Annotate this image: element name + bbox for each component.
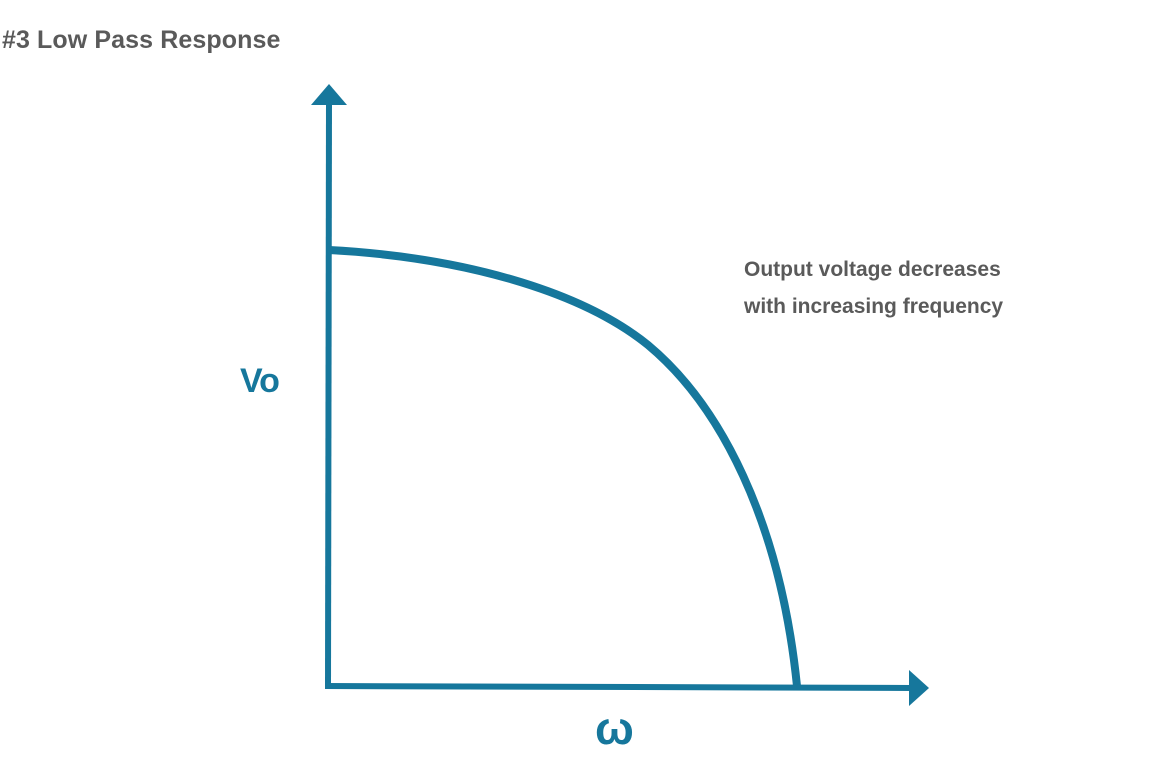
x-axis-label: ω: [595, 702, 634, 754]
annotation-line-2: with increasing frequency: [744, 295, 1004, 318]
x-axis-line: [324, 683, 913, 691]
y-axis-arrowhead: [311, 84, 347, 105]
response-curve: [328, 246, 801, 687]
y-axis-label: Vo: [240, 362, 280, 400]
diagram-title: #3 Low Pass Response: [2, 26, 281, 54]
y-axis-line: [325, 99, 332, 687]
annotation-text: Output voltage decreases with increasing…: [744, 251, 1003, 325]
annotation-line-1: Output voltage decreases: [744, 258, 1001, 281]
x-axis-arrowhead: [909, 670, 929, 706]
